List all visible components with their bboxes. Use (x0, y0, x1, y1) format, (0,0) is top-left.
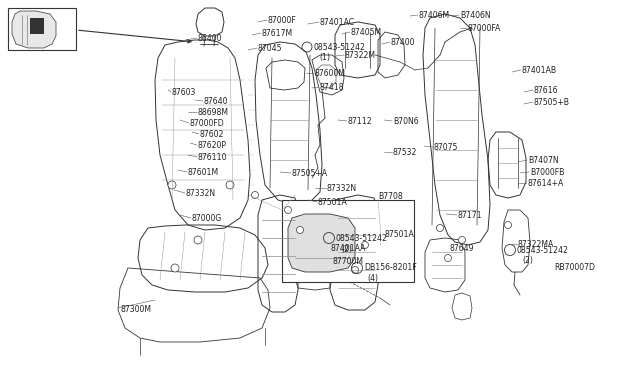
Circle shape (285, 206, 291, 214)
Polygon shape (288, 214, 355, 272)
Text: 87332N: 87332N (327, 183, 357, 192)
Text: 87649: 87649 (450, 244, 474, 253)
Text: 86400: 86400 (198, 33, 223, 42)
Text: 87532: 87532 (393, 148, 417, 157)
Text: 87000FD: 87000FD (190, 119, 225, 128)
Text: 87505+A: 87505+A (292, 169, 328, 177)
Circle shape (252, 192, 259, 199)
Text: 87505+B: 87505+B (534, 97, 570, 106)
Text: 87171: 87171 (458, 211, 483, 219)
Text: 87000FA: 87000FA (468, 23, 501, 32)
FancyBboxPatch shape (282, 200, 414, 282)
Circle shape (168, 181, 176, 189)
Text: 87614+A: 87614+A (528, 179, 564, 187)
Text: 08543-51242: 08543-51242 (336, 234, 388, 243)
Circle shape (171, 264, 179, 272)
Text: 87401AC: 87401AC (320, 17, 355, 26)
Text: 87322MA: 87322MA (518, 240, 554, 248)
Circle shape (296, 227, 303, 234)
Text: 87501A: 87501A (385, 230, 415, 238)
Text: 87332N: 87332N (186, 189, 216, 198)
Text: 87401AA: 87401AA (330, 244, 365, 253)
Text: B7406N: B7406N (460, 10, 491, 19)
Text: 87501A: 87501A (318, 198, 348, 206)
Circle shape (362, 241, 369, 248)
Text: (2): (2) (522, 257, 533, 266)
Text: B7407N: B7407N (528, 155, 559, 164)
Text: 87075: 87075 (434, 142, 458, 151)
Text: 87640: 87640 (204, 96, 228, 106)
FancyBboxPatch shape (8, 8, 76, 50)
Text: B7708: B7708 (378, 192, 403, 201)
Circle shape (504, 221, 511, 228)
Circle shape (436, 224, 444, 231)
Text: 87401AB: 87401AB (522, 65, 557, 74)
Text: 87601M: 87601M (188, 167, 219, 176)
Circle shape (226, 181, 234, 189)
Polygon shape (12, 11, 56, 48)
Circle shape (194, 236, 202, 244)
Text: 87000G: 87000G (192, 214, 222, 222)
Text: 87045: 87045 (258, 44, 282, 52)
Text: (1): (1) (319, 52, 330, 61)
Text: 87616: 87616 (534, 86, 559, 94)
Text: (2): (2) (341, 244, 352, 253)
Text: 87617M: 87617M (262, 29, 293, 38)
Text: 87600M: 87600M (315, 68, 346, 77)
Text: (4): (4) (367, 275, 378, 283)
Text: 87405M: 87405M (351, 28, 382, 36)
Text: 87603: 87603 (172, 87, 196, 96)
Text: 87300M: 87300M (120, 305, 151, 314)
Text: 87700M: 87700M (333, 257, 364, 266)
Text: 87620P: 87620P (198, 141, 227, 150)
Circle shape (351, 266, 358, 273)
Text: 87602: 87602 (200, 129, 225, 138)
Text: 08543-51242: 08543-51242 (517, 246, 569, 254)
Text: 88698M: 88698M (198, 108, 229, 116)
Text: 876110: 876110 (198, 153, 227, 161)
Text: 87418: 87418 (320, 83, 344, 92)
Text: 08543-51242: 08543-51242 (314, 42, 366, 51)
Text: RB70007D: RB70007D (554, 263, 595, 273)
Text: B70N6: B70N6 (393, 116, 419, 125)
Text: 87322M: 87322M (345, 51, 376, 60)
Text: B7000FB: B7000FB (530, 167, 564, 176)
Text: 87000F: 87000F (268, 16, 297, 25)
Circle shape (458, 237, 465, 244)
Text: 87406M: 87406M (419, 10, 450, 19)
Text: 87112: 87112 (348, 116, 372, 125)
Text: 87400: 87400 (391, 38, 415, 46)
Text: DB156-8201F: DB156-8201F (364, 263, 417, 273)
Circle shape (445, 254, 451, 262)
FancyBboxPatch shape (30, 18, 44, 34)
